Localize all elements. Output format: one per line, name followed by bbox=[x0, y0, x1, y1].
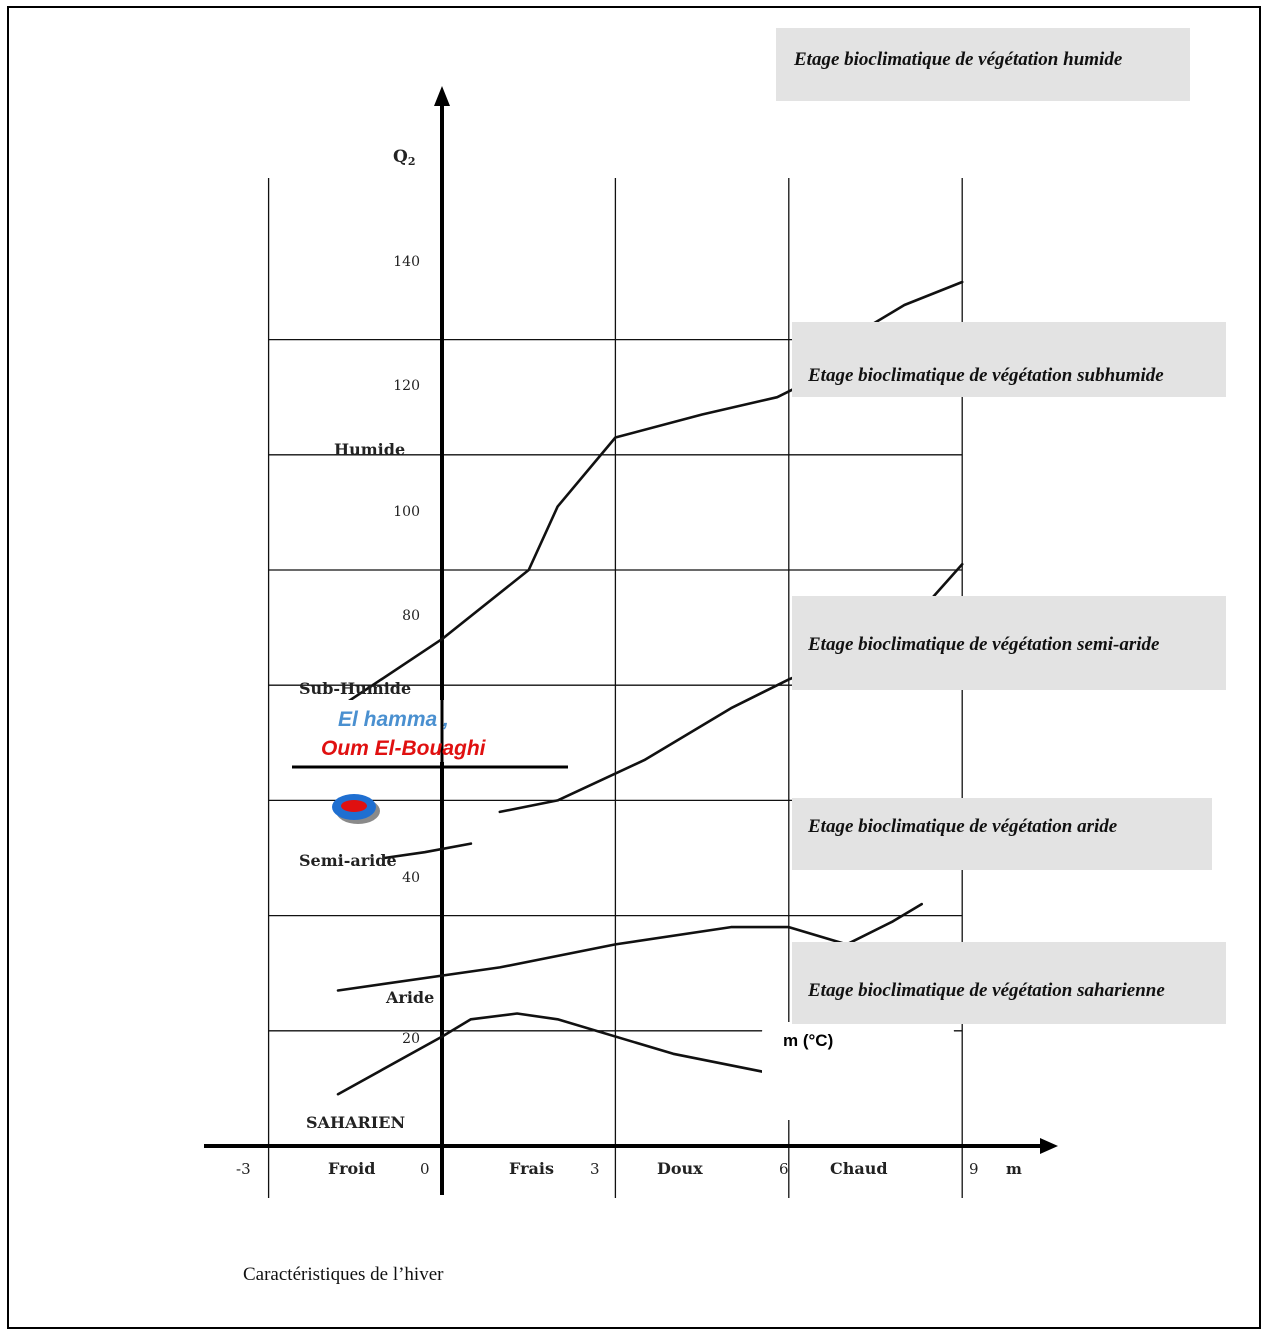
zone-label-semi-aride: Semi-aride bbox=[299, 851, 397, 870]
etage-subhumide-label: Etage bioclimatique de végétation subhum… bbox=[808, 365, 1164, 386]
zone-label-sub-humide: Sub-Humide bbox=[299, 679, 411, 698]
x-tick-label-6: 6 bbox=[779, 1160, 789, 1178]
y-axis-arrow bbox=[434, 86, 450, 106]
x-axis-label: m bbox=[1006, 1160, 1022, 1178]
winter-category-frais: Frais bbox=[509, 1159, 554, 1178]
labels: 20 40 80 100 120 140 -3 0 3 6 9 m Q2 Froid Frais Doux Ch… bbox=[236, 147, 1022, 1178]
axes bbox=[204, 86, 1058, 1195]
etage-saharienne-box bbox=[792, 942, 1226, 1024]
station-name-line1: El hamma , bbox=[338, 708, 449, 731]
boundary-curve-5 bbox=[382, 842, 473, 860]
unit-label-box bbox=[762, 1022, 954, 1120]
y-tick-label-100: 100 bbox=[393, 504, 420, 520]
y-tick-label-120: 120 bbox=[393, 378, 420, 394]
etage-saharienne-label: Etage bioclimatique de végétation sahari… bbox=[808, 980, 1165, 1001]
etage-subhumide-box bbox=[792, 322, 1226, 397]
y-tick-label-80: 80 bbox=[402, 608, 420, 624]
x-axis-arrow bbox=[1040, 1138, 1058, 1154]
y-tick-label-40: 40 bbox=[402, 870, 420, 886]
etage-humide-label: Etage bioclimatique de végétation humide bbox=[794, 49, 1123, 70]
station-label-box bbox=[293, 700, 538, 762]
zone-label-humide: Humide bbox=[334, 440, 405, 459]
y-tick-label-140: 140 bbox=[393, 254, 420, 270]
boundary-curve-3 bbox=[336, 902, 923, 992]
station-marker-inner bbox=[341, 800, 367, 812]
winter-category-chaud: Chaud bbox=[830, 1159, 888, 1178]
x-tick-label--3: -3 bbox=[236, 1160, 251, 1178]
etage-aride-box bbox=[792, 798, 1212, 870]
etage-semi-aride-label: Etage bioclimatique de végétation semi-a… bbox=[808, 634, 1160, 655]
etage-aride-label: Etage bioclimatique de végétation aride bbox=[808, 816, 1118, 837]
zone-label-aride: Aride bbox=[385, 988, 434, 1007]
x-tick-label-9: 9 bbox=[969, 1160, 979, 1178]
y-axis-label: Q2 bbox=[393, 147, 415, 168]
zone-label-saharien: SAHARIEN bbox=[306, 1113, 405, 1132]
unit-label: m (°C) bbox=[783, 1031, 834, 1050]
etage-semi-aride-box bbox=[792, 596, 1226, 690]
x-tick-label-3: 3 bbox=[590, 1160, 600, 1178]
etage-humide-box bbox=[776, 28, 1190, 101]
winter-category-doux: Doux bbox=[657, 1159, 703, 1178]
y-tick-label-20: 20 bbox=[402, 1031, 420, 1047]
winter-category-froid: Froid bbox=[328, 1159, 375, 1178]
x-tick-label-0: 0 bbox=[420, 1160, 430, 1178]
station-name-line2: Oum El-Bouaghi bbox=[321, 737, 486, 760]
figure-caption: Caractéristiques de l’hiver bbox=[243, 1264, 444, 1285]
